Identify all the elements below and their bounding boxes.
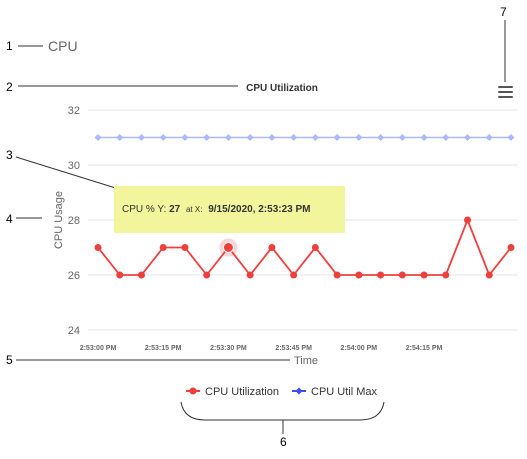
annotation-marker-5: 5 xyxy=(6,353,13,367)
tooltip-series-label: CPU % Y: xyxy=(122,204,166,215)
y-tick-label-30: 30 xyxy=(68,160,80,172)
x-tick-label-3: 2:53:45 PM xyxy=(275,345,312,352)
cpu-util-max-point-2 xyxy=(137,134,145,141)
legend-symbol-cpu-util-max-marker xyxy=(295,387,303,395)
cpu-utilization-point-13 xyxy=(377,271,385,279)
hamburger-menu-icon xyxy=(498,86,513,98)
y-axis-label: CPU Usage xyxy=(53,191,65,249)
cpu-utilization-point-12 xyxy=(355,271,363,279)
legend-label-cpu-util-max: CPU Util Max xyxy=(311,386,378,398)
cpu-util-max-point-17 xyxy=(464,134,472,141)
x-axis-ticks: 2:53:00 PM 2:53:15 PM 2:53:30 PM 2:53:45 PM… xyxy=(80,345,443,352)
cpu-util-max-point-18 xyxy=(485,134,493,141)
cpu-utilization-point-6 xyxy=(222,242,234,253)
cpu-util-max-point-15 xyxy=(420,134,428,141)
tooltip-value: 27 xyxy=(169,204,181,215)
annotation-marker-4: 4 xyxy=(6,212,13,226)
cpu-utilization-point-0 xyxy=(94,244,102,251)
cpu-utilization-point-8 xyxy=(268,244,276,251)
tooltip-text: CPU % Y: 27 at X: 9/15/2020, 2:53:23 PM xyxy=(122,204,311,215)
cpu-util-max-point-3 xyxy=(159,134,167,141)
x-tick-label-4: 2:54:00 PM xyxy=(341,345,378,352)
panel-title: CPU xyxy=(48,38,78,54)
annotation-bracket-6 xyxy=(180,401,385,421)
tooltip-at-label: at X: xyxy=(186,205,202,214)
cpu-util-max-point-14 xyxy=(398,134,406,141)
cpu-util-max-point-9 xyxy=(290,134,298,141)
y-tick-label-32: 32 xyxy=(68,105,80,117)
tooltip-timestamp: 9/15/2020, 2:53:23 PM xyxy=(208,204,310,215)
annotation-marker-1: 1 xyxy=(6,39,13,53)
cpu-utilization-point-4 xyxy=(181,244,189,251)
chart-title: CPU Utilization xyxy=(246,83,318,94)
annotation-marker-6: 6 xyxy=(280,435,287,449)
cpu-util-max-point-8 xyxy=(268,134,276,141)
tooltip: CPU % Y: 27 at X: 9/15/2020, 2:53:23 PM xyxy=(114,186,345,233)
cpu-utilization-point-9 xyxy=(290,271,298,279)
cpu-utilization-point-14 xyxy=(398,271,406,279)
cpu-util-max-point-7 xyxy=(246,134,254,141)
cpu-utilization-point-17 xyxy=(464,216,472,224)
cpu-util-max-point-1 xyxy=(116,134,124,141)
cpu-utilization-point-1 xyxy=(116,271,124,279)
cpu-util-max-point-5 xyxy=(203,134,211,141)
legend-label-cpu-utilization: CPU Utilization xyxy=(205,386,279,398)
cpu-utilization-point-3 xyxy=(159,244,167,251)
menu-button[interactable]: hamburger-menu-icon xyxy=(494,83,516,101)
cpu-util-max-point-11 xyxy=(333,134,341,141)
series-line-cpu-utilization xyxy=(97,219,512,276)
cpu-utilization-point-5 xyxy=(203,271,211,279)
annotation-marker-3: 3 xyxy=(6,148,13,162)
cpu-util-max-point-13 xyxy=(377,134,385,141)
x-tick-label-2: 2:53:30 PM xyxy=(210,345,247,352)
cpu-util-max-point-19 xyxy=(507,134,515,141)
cpu-util-max-point-16 xyxy=(442,134,450,141)
legend-item-cpu-utilization[interactable]: CPU Utilization xyxy=(186,386,279,398)
annotation-marker-2: 2 xyxy=(6,80,13,94)
x-tick-label-5: 2:54:15 PM xyxy=(406,345,443,352)
tooltip-box xyxy=(114,186,345,233)
cpu-utilization-point-15 xyxy=(420,271,428,279)
cpu-utilization-point-2 xyxy=(137,271,145,279)
cpu-utilization-point-16 xyxy=(442,271,450,279)
y-tick-label-26: 26 xyxy=(68,270,80,282)
cpu-utilization-point-18 xyxy=(485,271,493,279)
series-layer xyxy=(94,134,515,279)
legend-symbol-cpu-utilization-marker xyxy=(189,387,197,395)
cpu-util-max-point-4 xyxy=(181,134,189,141)
annotation-layer: 1 2 3 4 5 6 7 xyxy=(6,5,507,449)
cpu-util-max-point-0 xyxy=(94,134,102,141)
y-tick-label-28: 28 xyxy=(68,215,80,227)
x-axis-label: Time xyxy=(294,355,318,367)
cpu-util-max-point-6 xyxy=(224,134,232,141)
annotation-line-3 xyxy=(15,156,123,191)
annotation-marker-7: 7 xyxy=(500,5,507,19)
legend: CPU Utilization CPU Util Max xyxy=(186,386,378,398)
x-tick-label-1: 2:53:15 PM xyxy=(145,345,182,352)
x-tick-label-0: 2:53:00 PM xyxy=(80,345,117,352)
cpu-utilization-point-11 xyxy=(333,271,341,279)
cpu-utilization-point-10 xyxy=(311,244,319,251)
y-tick-label-24: 24 xyxy=(68,325,80,337)
y-axis-ticks: 24 26 28 30 32 xyxy=(68,105,80,337)
legend-item-cpu-util-max[interactable]: CPU Util Max xyxy=(292,386,378,398)
cpu-util-max-point-12 xyxy=(355,134,363,141)
cpu-util-max-point-10 xyxy=(311,134,319,141)
cpu-utilization-point-19 xyxy=(507,244,515,251)
cpu-utilization-point-7 xyxy=(246,271,254,279)
